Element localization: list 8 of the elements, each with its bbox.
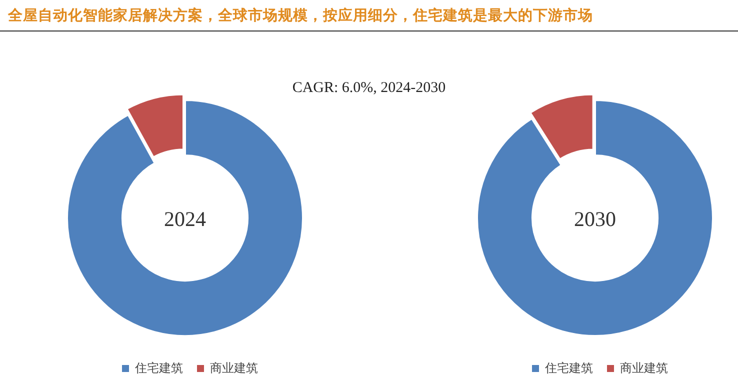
- text: 2030: [574, 207, 616, 231]
- legend-label: 住宅建筑: [544, 361, 593, 375]
- text: 2024: [164, 207, 206, 231]
- legend-label: 商业建筑: [620, 361, 668, 375]
- text: CAGR: 6.0%, 2024-2030: [292, 80, 446, 96]
- chart-title: 全屋自动化智能家居解决方案，全球市场规模，按应用细分，住宅建筑是最大的下游市场: [7, 6, 593, 24]
- legend-label: 商业建筑: [210, 361, 258, 375]
- legend-label: 住宅建筑: [134, 361, 183, 375]
